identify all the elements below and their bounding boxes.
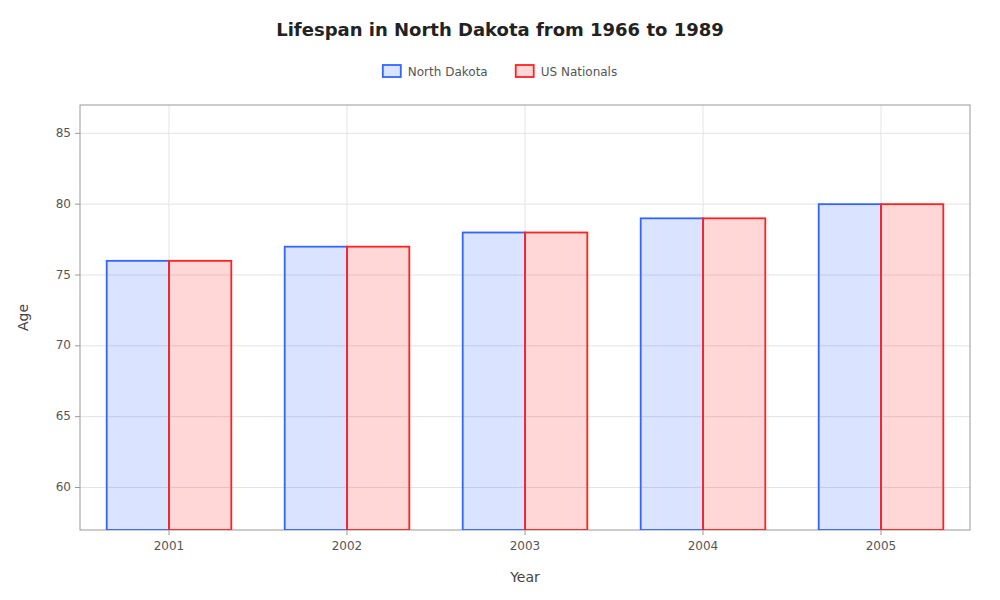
bar [347, 247, 409, 530]
y-tick-label: 80 [56, 197, 71, 211]
y-tick [75, 487, 80, 488]
bar [169, 261, 231, 530]
legend-item: North Dakota [383, 65, 488, 79]
y-tick [75, 345, 80, 346]
y-tick-label: 60 [56, 480, 71, 494]
x-axis-label: Year [509, 569, 540, 585]
bar [819, 204, 881, 530]
x-tick-label: 2002 [332, 539, 363, 553]
chart-svg: 60 65 70 75 80 85 2001 2002 2003 2004 2005 Year Age L… [0, 0, 1000, 600]
x-tick-label: 2003 [510, 539, 541, 553]
bar [463, 233, 525, 531]
x-tick [525, 530, 526, 535]
x-tick-label: 2004 [688, 539, 719, 553]
y-tick [75, 275, 80, 276]
bar [525, 233, 587, 531]
x-tick [169, 530, 170, 535]
y-tick-label: 85 [56, 126, 71, 140]
y-tick [75, 133, 80, 134]
bar [285, 247, 347, 530]
x-tick [703, 530, 704, 535]
bar [107, 261, 169, 530]
legend-item: US Nationals [516, 65, 617, 79]
y-tick [75, 204, 80, 205]
x-tick [347, 530, 348, 535]
y-tick-label: 70 [56, 338, 71, 352]
chart-container: 60 65 70 75 80 85 2001 2002 2003 2004 2005 Year Age L… [0, 0, 1000, 600]
bar [641, 218, 703, 530]
x-tick [881, 530, 882, 535]
bar [881, 204, 943, 530]
plot-frame [80, 105, 970, 530]
x-tick-label: 2005 [866, 539, 897, 553]
legend-label: North Dakota [408, 65, 488, 79]
grid [80, 105, 970, 530]
title: Lifespan in North Dakota from 1966 to 19… [276, 19, 724, 40]
legend-label: US Nationals [541, 65, 617, 79]
y-tick [75, 416, 80, 417]
y-tick-label: 75 [56, 268, 71, 282]
axes: 60 65 70 75 80 85 2001 2002 2003 2004 2005 [56, 126, 897, 553]
legend-swatch [383, 65, 401, 77]
x-tick-label: 2001 [154, 539, 185, 553]
legend-swatch [516, 65, 534, 77]
y-axis-label: Age [15, 304, 31, 331]
bars [107, 204, 944, 530]
legend: North Dakota US Nationals [383, 65, 617, 79]
y-tick-label: 65 [56, 409, 71, 423]
bar [703, 218, 765, 530]
